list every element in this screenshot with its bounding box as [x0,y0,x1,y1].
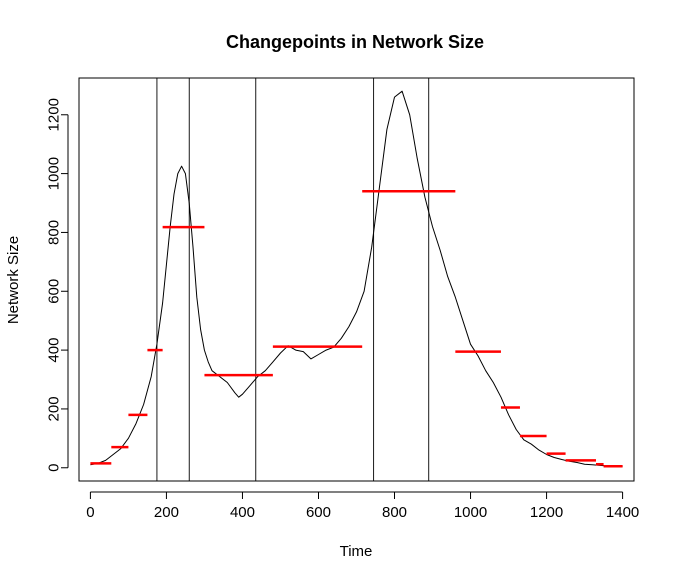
x-tick-label: 1200 [530,504,563,521]
y-tick-label: 600 [46,279,63,304]
y-axis-label: Network Size [5,236,22,324]
x-tick-label: 1000 [454,504,487,521]
y-axis: 0 200 400 600 800 1000 1200 [46,98,69,472]
x-tick-label: 1400 [606,504,639,521]
network-size-line [90,90,623,467]
x-tick-label: 600 [306,504,331,521]
x-axis-label: Time [340,543,373,560]
y-tick-label: 800 [46,220,63,245]
changepoint-lines [156,78,430,481]
segments-group [90,190,623,468]
series-group [90,90,623,467]
y-tick-label: 400 [46,338,63,363]
chart-title: Changepoints in Network Size [226,32,484,52]
x-axis: 0 200 400 600 800 1000 1200 1400 [86,491,639,521]
y-tick-label: 200 [46,396,63,421]
y-tick-label: 0 [46,464,63,472]
x-tick-label: 0 [86,504,94,521]
x-tick-label: 200 [154,504,179,521]
y-tick-label: 1000 [46,157,63,190]
x-tick-label: 800 [382,504,407,521]
x-tick-label: 400 [230,504,255,521]
y-tick-label: 1200 [46,98,63,131]
plot-frame [78,77,635,482]
